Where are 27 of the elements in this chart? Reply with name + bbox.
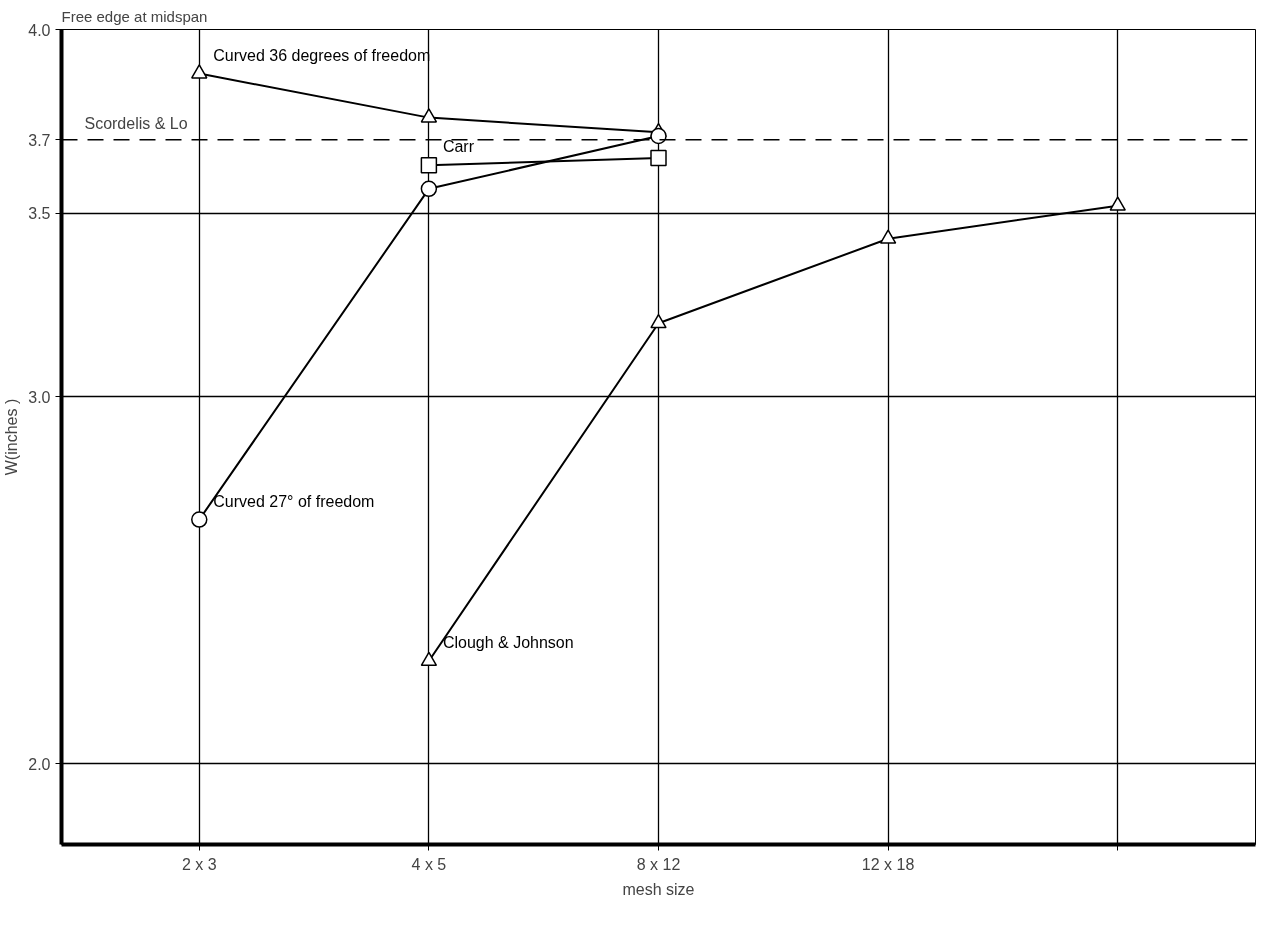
ref-line-label: Scordelis & Lo: [84, 114, 188, 132]
y-tick-label: 3.7: [28, 131, 51, 149]
point: [420, 180, 438, 198]
y-tick-label: 3.5: [28, 205, 51, 223]
point: [420, 108, 438, 123]
y-axis-title: W(inches ): [3, 398, 21, 476]
point: [879, 229, 897, 244]
x-tick-label: 4 x 5: [411, 855, 447, 873]
point: [650, 313, 667, 329]
point: [650, 149, 667, 167]
point: [420, 651, 438, 667]
x-tick-label: 12 x 18: [861, 855, 915, 873]
point: [1109, 196, 1126, 211]
x-axis-title: mesh size: [622, 880, 695, 898]
point: [191, 511, 208, 528]
x-tick-label: 8 x 12: [636, 855, 681, 873]
x-tick-label: 2 x 3: [181, 855, 217, 873]
chart-subtitle: Free edge at midspan: [61, 7, 208, 25]
y-tick-label: 3.0: [28, 388, 51, 406]
series-label: Carr: [442, 138, 475, 156]
y-tick-label: 2.0: [28, 755, 51, 773]
point: [191, 64, 208, 79]
point: [650, 127, 667, 145]
y-tick-label: 4.0: [28, 21, 51, 39]
point: [420, 157, 438, 174]
series-label: Clough & Johnson: [442, 633, 574, 651]
series-label: Curved 27° of freedom: [213, 492, 375, 510]
